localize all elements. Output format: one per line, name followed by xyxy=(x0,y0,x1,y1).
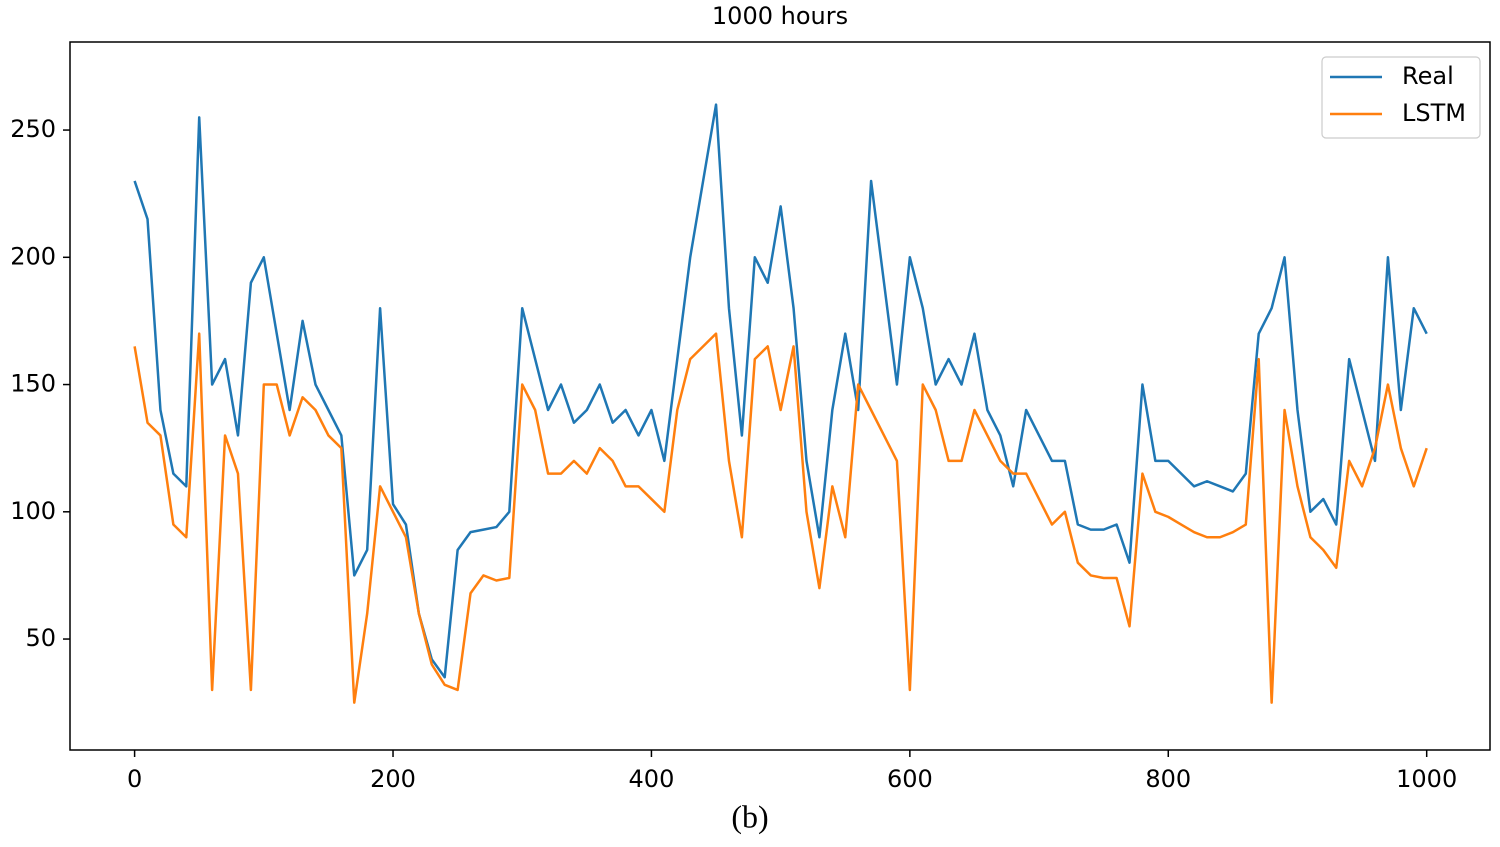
x-tick-label: 600 xyxy=(887,765,933,793)
caption: (b) xyxy=(731,798,768,834)
y-tick-label: 100 xyxy=(10,497,56,525)
legend-label: Real xyxy=(1402,62,1454,90)
x-tick-label: 400 xyxy=(629,765,675,793)
y-tick-label: 150 xyxy=(10,370,56,398)
line-0 xyxy=(133,103,1428,679)
y-tick-label: 50 xyxy=(25,624,56,652)
x-tick-label: 0 xyxy=(127,765,142,793)
x-tick-label: 200 xyxy=(370,765,416,793)
y-tick-label: 250 xyxy=(10,115,56,143)
x-tick-label: 800 xyxy=(1145,765,1191,793)
line-1 xyxy=(133,332,1428,704)
chart-title: 1000 hours xyxy=(712,2,848,30)
x-tick-label: 1000 xyxy=(1396,765,1457,793)
y-tick-label: 200 xyxy=(10,242,56,270)
legend-label: LSTM xyxy=(1402,99,1466,127)
plot-frame xyxy=(69,41,1491,751)
